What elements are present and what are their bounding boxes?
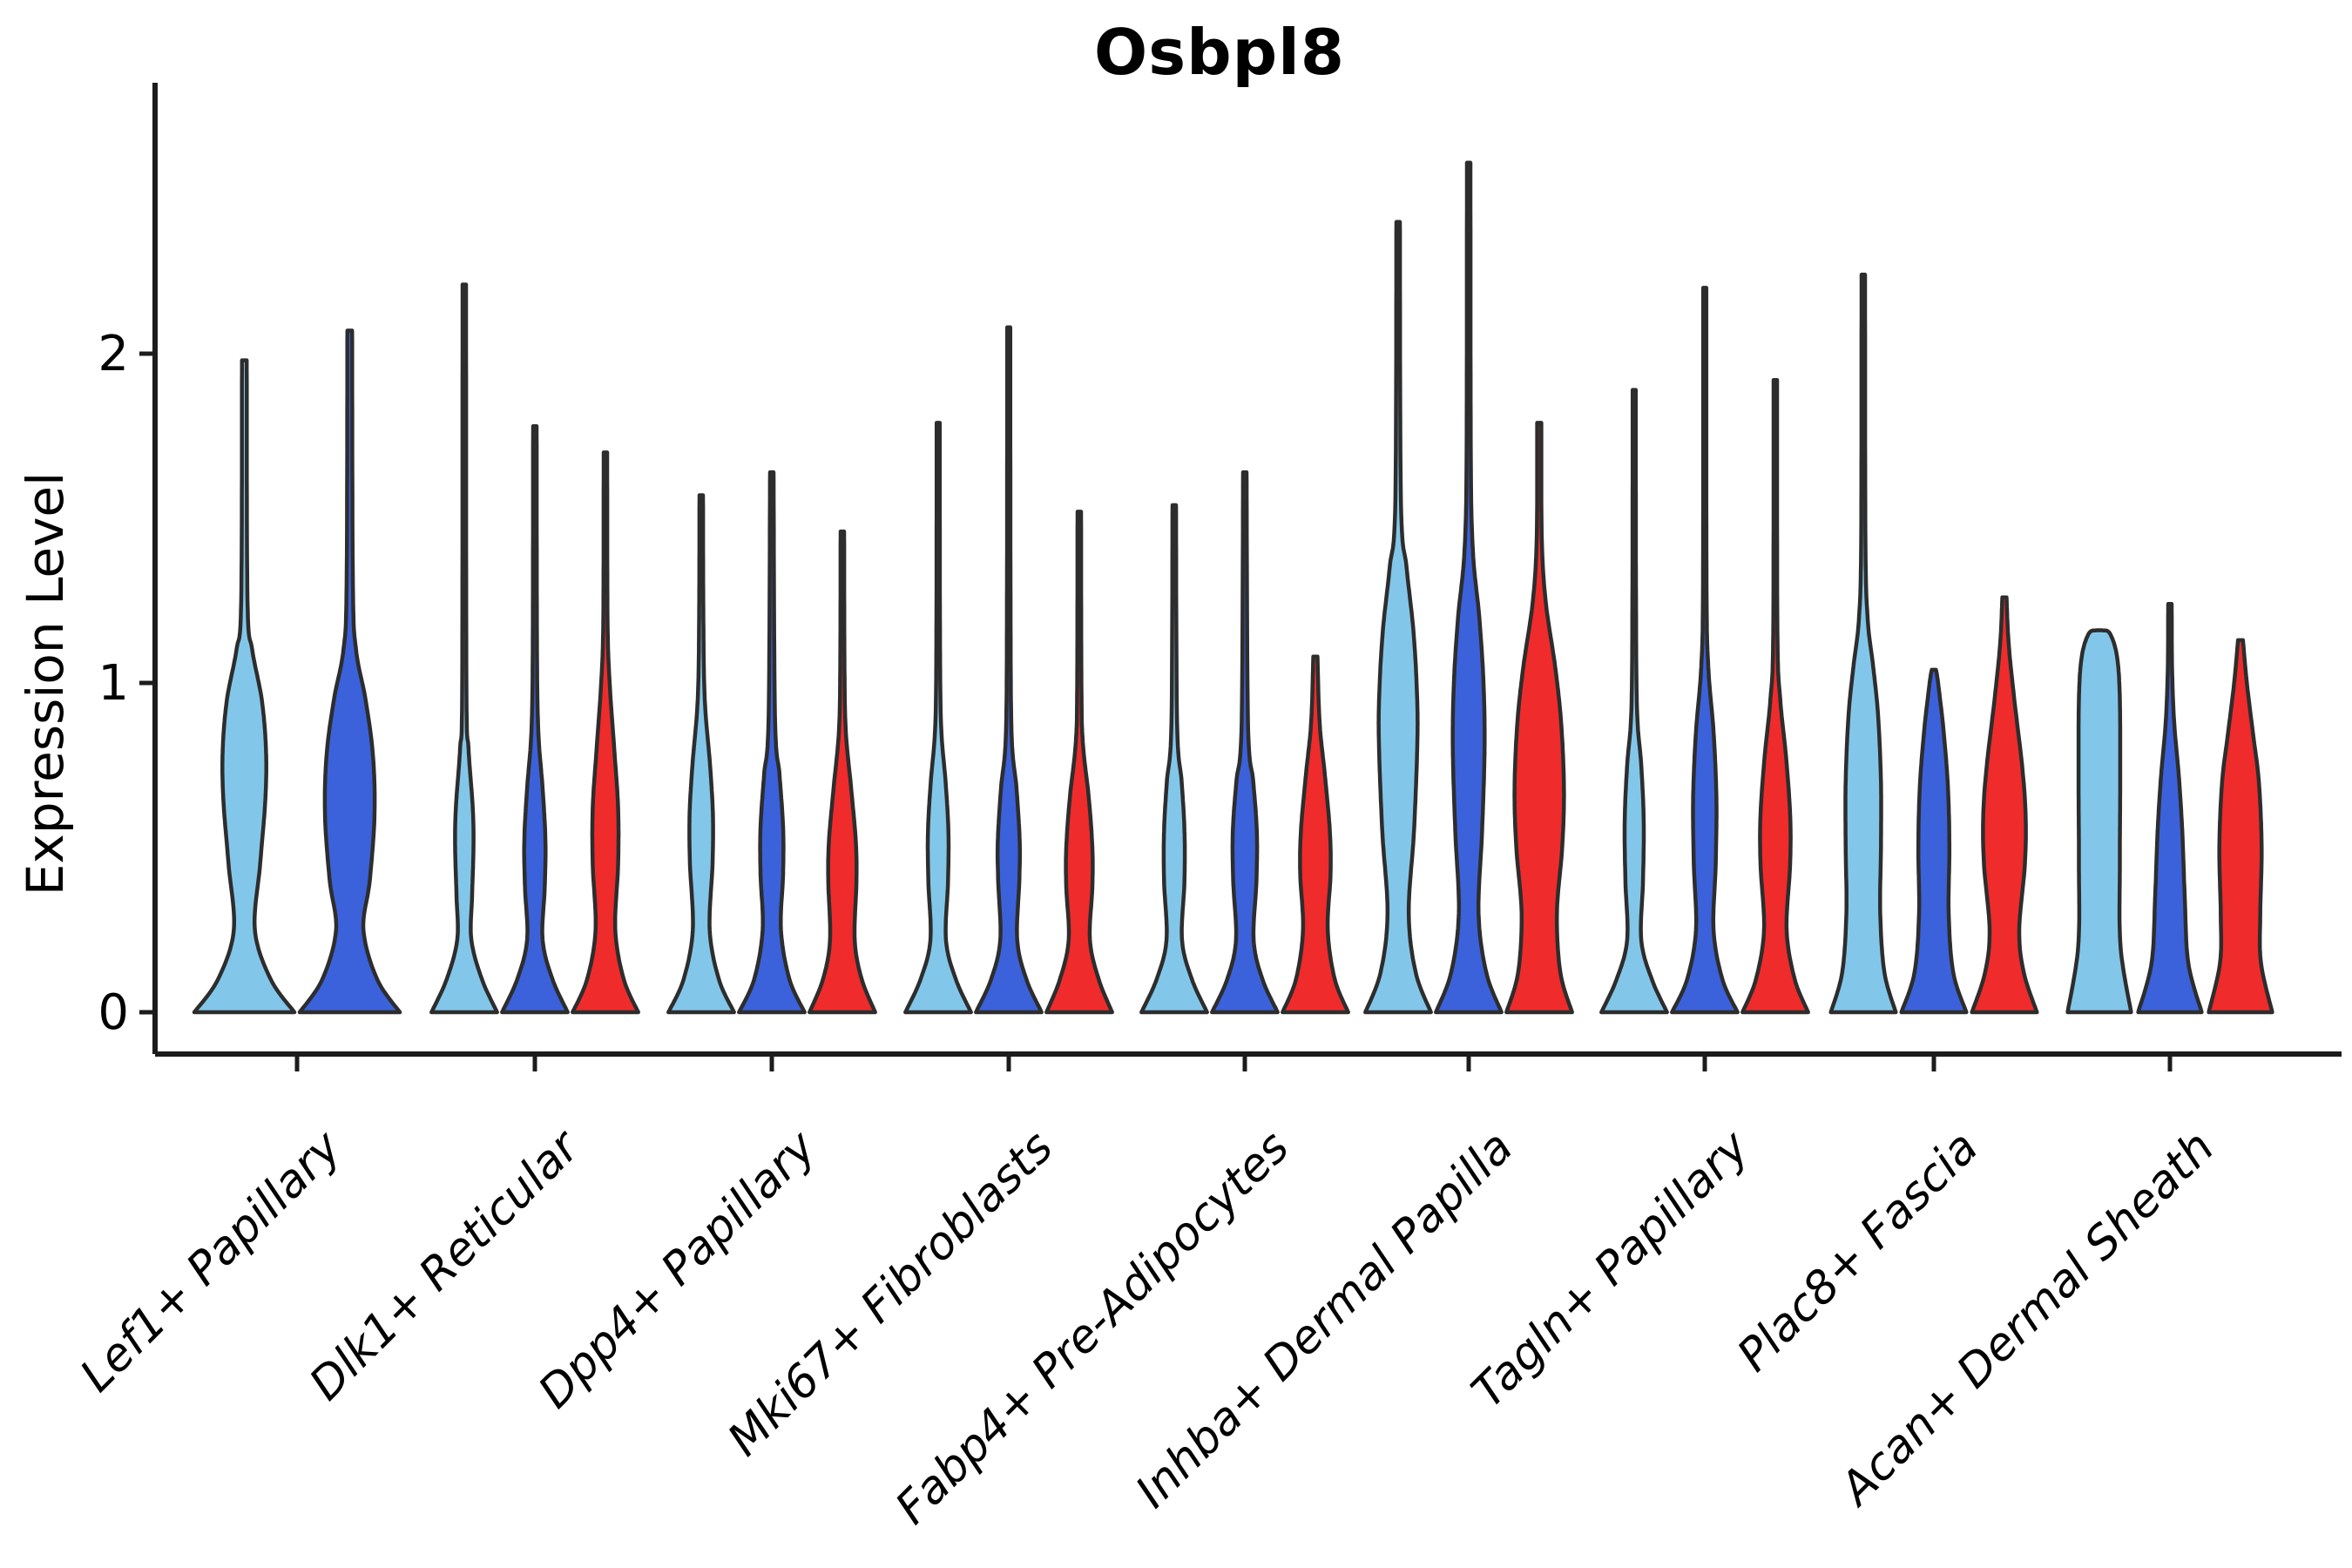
x-category-label: Lef1+ Papillary [71, 1120, 352, 1402]
violin-red [1044, 510, 1114, 1015]
violin-blue [737, 470, 807, 1015]
violin-light_blue [1363, 220, 1433, 1015]
x-category-label: Plac8+ Fascia [1727, 1121, 1988, 1382]
violin-red [1970, 595, 2039, 1015]
y-tick-label: 0 [98, 984, 129, 1041]
violin-blue [974, 325, 1044, 1015]
violin-light_blue [429, 282, 499, 1015]
violin-red [1740, 377, 1810, 1015]
violin-light_blue [1139, 503, 1209, 1015]
x-category-label: Inhba+ Dermal Papilla [1126, 1121, 1524, 1518]
violin-blue [2136, 602, 2204, 1015]
violin-blue [1210, 470, 1280, 1015]
violin-red [571, 450, 640, 1015]
violin-light_blue [1828, 273, 1898, 1015]
violin-red [1504, 421, 1574, 1015]
violin-light_blue [2065, 628, 2133, 1015]
y-tick-label: 1 [98, 655, 129, 712]
violin-blue [1670, 286, 1740, 1015]
x-category-label: Fabp4+ Pre-Adipocytes [886, 1121, 1300, 1535]
y-tick-label: 2 [98, 326, 129, 382]
violin-blue [1434, 160, 1504, 1015]
violin-blue [297, 328, 402, 1015]
x-category-label: Acan+ Dermal Sheath [1828, 1121, 2224, 1517]
violin-blue [500, 423, 570, 1015]
violin-blue [1899, 667, 1969, 1015]
violin-light_blue [666, 493, 736, 1015]
violin-red [808, 529, 877, 1015]
violin-light_blue [192, 358, 297, 1015]
violin-red [1281, 654, 1350, 1015]
violin-red [2207, 638, 2274, 1015]
chart-title: Osbpl8 [1094, 16, 1345, 89]
violin-light_blue [1599, 388, 1669, 1015]
violin-light_blue [903, 421, 973, 1015]
